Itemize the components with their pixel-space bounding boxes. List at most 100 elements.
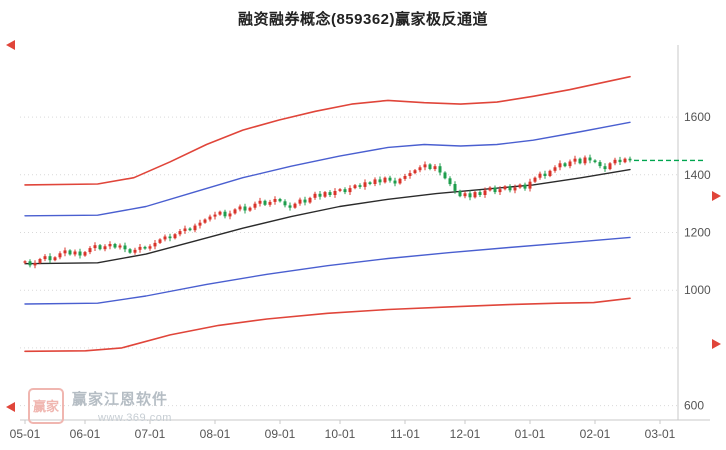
left-arrow-icon: [6, 40, 15, 50]
candle-body-up: [173, 234, 177, 239]
y-tick-label: 1400: [684, 168, 711, 182]
candle-body-up: [88, 248, 92, 253]
y-tick-label: 1200: [684, 226, 711, 240]
candle-body-up: [228, 213, 232, 217]
candle-body-down: [543, 173, 547, 176]
x-tick-label: 09-01: [265, 427, 296, 441]
candle-body-down: [343, 189, 347, 193]
candle-body-up: [238, 206, 242, 210]
candle-body-up: [183, 228, 187, 232]
x-tick-label: 03-01: [645, 427, 676, 441]
chart-title: 融资融券概念(859362)赢家极反通道: [237, 11, 489, 28]
candle-body-up: [533, 177, 537, 182]
candle-body-up: [488, 187, 492, 191]
candle-body-down: [578, 158, 582, 164]
candle-body-down: [328, 192, 332, 195]
right-arrow-icon: [712, 339, 721, 349]
candle-body-down: [458, 191, 462, 197]
candle-body-down: [288, 205, 292, 208]
candle-body-up: [138, 246, 142, 250]
candle-body-down: [493, 187, 497, 193]
candle-body-up: [268, 201, 272, 205]
x-tick-label: 05-01: [10, 427, 41, 441]
x-tick-labels: 05-01 06-01 07-01 08-01 09-01 10-01 11-01 12-01…: [10, 420, 676, 441]
x-tick-label: 01-01: [515, 427, 546, 441]
candle-body-down: [243, 206, 247, 211]
upper-blue-channel: [24, 121, 631, 217]
candle-body-up: [43, 256, 47, 260]
candle-body-down: [188, 228, 192, 231]
candle-body-up: [298, 199, 302, 204]
candle-body-up: [33, 263, 37, 266]
candle-body-down: [263, 200, 267, 205]
candle-body-up: [403, 176, 407, 179]
candle-body-up: [198, 222, 202, 226]
candle-body-up: [473, 192, 477, 198]
candle-body-up: [108, 244, 112, 247]
candle-body-up: [398, 178, 402, 184]
candle-body-up: [333, 191, 337, 195]
candle-body-up: [178, 231, 182, 235]
candle-body-up: [148, 246, 152, 249]
grid-layer: [20, 116, 678, 407]
candle-body-down: [368, 182, 372, 184]
candle-body-down: [443, 172, 447, 179]
candle-body-up: [313, 193, 317, 198]
candle-body-down: [508, 186, 512, 191]
y-tick-label: 600: [684, 399, 704, 413]
candle-body-down: [628, 158, 632, 161]
candle-body-down: [283, 201, 287, 206]
x-tick-label: 07-01: [135, 427, 166, 441]
right-arrow-icon: [712, 191, 721, 201]
candle-body-up: [518, 184, 522, 188]
candle-body-down: [318, 193, 322, 197]
candle-body-down: [378, 179, 382, 183]
candle-body-up: [433, 166, 437, 170]
candle-body-up: [63, 250, 67, 254]
y-tick-label: 1000: [684, 283, 711, 297]
upper-red-channel: [24, 75, 631, 186]
candle-body-up: [613, 159, 617, 164]
candle-body-up: [193, 225, 197, 231]
candle-body-up: [158, 239, 162, 243]
candle-body-up: [83, 252, 87, 256]
candle-body-up: [573, 158, 577, 162]
candle-body-down: [428, 164, 432, 169]
candle-body-up: [348, 188, 352, 193]
x-tick-label: 10-01: [325, 427, 356, 441]
candle-body-down: [98, 245, 102, 250]
candle-body-up: [218, 211, 222, 215]
candle-body-down: [48, 256, 52, 261]
candle-body-up: [38, 259, 42, 263]
x-tick-label: 06-01: [70, 427, 101, 441]
candle-body-up: [118, 245, 122, 248]
candle-body-down: [28, 261, 32, 266]
candle-body-up: [308, 197, 312, 203]
candle-body-up: [558, 163, 562, 168]
candle-body-up: [203, 219, 207, 223]
candle-body-up: [353, 185, 357, 189]
candle-body-up: [623, 158, 627, 163]
candle-body-down: [78, 251, 82, 256]
candle-body-up: [483, 190, 487, 195]
candle-body-up: [338, 189, 342, 191]
candle-body-down: [618, 159, 622, 163]
candle-body-up: [528, 181, 532, 189]
candle-body-down: [448, 178, 452, 185]
candle-body-up: [583, 157, 587, 164]
candle-body-up: [513, 187, 517, 191]
candle-body-up: [248, 207, 252, 211]
candle-body-down: [278, 199, 282, 202]
candle-body-down: [563, 163, 567, 167]
candle-body-down: [303, 199, 307, 203]
channel-lines: [24, 75, 631, 353]
candle-body-up: [413, 170, 417, 174]
candle-body-up: [498, 189, 502, 193]
candle-body-up: [408, 173, 412, 176]
candle-body-up: [553, 167, 557, 171]
candle-body-up: [418, 167, 422, 171]
candle-body-up: [548, 170, 552, 176]
candles-layer: [23, 154, 632, 269]
